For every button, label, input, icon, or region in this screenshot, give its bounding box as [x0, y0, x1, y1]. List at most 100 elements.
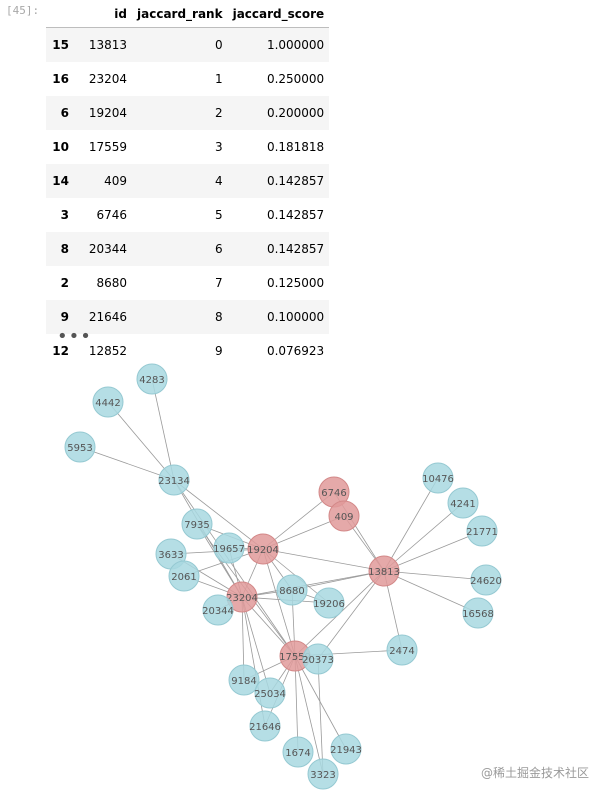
graph-edge [241, 596, 271, 694]
cell-score: 0.250000 [266, 72, 325, 86]
row-index: 10 [52, 140, 69, 154]
node-label: 8680 [279, 586, 304, 597]
watermark: @稀土掘金技术社区 [480, 766, 589, 780]
collapsed-output-ellipsis[interactable]: ••• [57, 326, 92, 347]
node-label: 20373 [302, 655, 334, 666]
node-label: 10476 [422, 474, 454, 485]
network-graph: 4283 4442 5953 23134 7935 3633 2061 19657 19204 2… [64, 363, 502, 790]
node-label: 19206 [313, 599, 345, 610]
node-label: 21771 [466, 527, 498, 538]
cell-id: 23204 [88, 72, 127, 86]
node-circle [276, 574, 308, 606]
node-circle [64, 431, 96, 463]
table-row: 15 13813 0 1.000000 [46, 27, 330, 62]
node-label: 2061 [171, 572, 196, 583]
graph-node: 21943 [330, 733, 362, 765]
node-label: 23204 [226, 593, 258, 604]
node-label: 1674 [285, 748, 310, 759]
table-row: 14 409 4 0.142857 [46, 164, 330, 198]
cell-id: 12852 [88, 344, 127, 358]
node-circle [282, 736, 314, 768]
cell-rank: 1 [214, 72, 223, 86]
cell-id: 19204 [88, 106, 127, 120]
cell-id: 8680 [96, 276, 127, 290]
graph-node: 21646 [249, 710, 281, 742]
table-row: 8 20344 6 0.142857 [46, 232, 330, 266]
node-circle [422, 462, 454, 494]
table-row: 12 12852 9 0.076923 [46, 334, 329, 368]
graph-node: 4283 [136, 363, 168, 395]
row-index: 8 [60, 242, 69, 256]
highlighted-node-circle [368, 555, 400, 587]
node-circle [249, 710, 281, 742]
node-circle [466, 515, 498, 547]
graph-node: 4241 [447, 487, 479, 519]
graph-node: 7935 [181, 508, 213, 540]
node-circle [181, 508, 213, 540]
row-index: 14 [52, 174, 69, 188]
graph-edge [383, 570, 479, 614]
column-header-jaccard-rank: jaccard_rank [132, 0, 228, 28]
graph-node: 19657 [213, 532, 245, 564]
graph-node: 4442 [92, 386, 124, 418]
node-circle [254, 677, 286, 709]
highlighted-node-circle [328, 500, 360, 532]
row-index: 9 [60, 310, 69, 324]
cell-score: 0.181818 [266, 140, 325, 154]
cell-score: 1.000000 [266, 38, 325, 52]
node-circle [213, 532, 245, 564]
graph-node: 8680 [276, 574, 308, 606]
node-circle [228, 664, 260, 696]
cell-rank: 9 [214, 344, 223, 358]
node-circle [158, 464, 190, 496]
graph-edge [241, 596, 266, 727]
graph-node: 20344 [202, 594, 234, 626]
graph-node: 5953 [64, 431, 96, 463]
node-circle [302, 643, 334, 675]
cell-execution-count: [45]: [6, 4, 40, 17]
cell-score: 0.100000 [266, 310, 325, 324]
column-header-id: id [74, 0, 132, 28]
node-circle [447, 487, 479, 519]
graph-node: 24620 [470, 564, 502, 596]
node-label: 23134 [158, 476, 190, 487]
graph-node: 10476 [422, 462, 454, 494]
row-index: 3 [60, 208, 69, 222]
row-index: 12 [52, 344, 69, 358]
cell-rank: 3 [214, 140, 223, 154]
cell-id: 409 [104, 174, 127, 188]
graph-node: 23204 [226, 581, 258, 613]
column-header-index [46, 0, 74, 28]
table-row: 2 8680 7 0.125000 [46, 266, 329, 300]
column-header-jaccard-score: jaccard_score [227, 0, 330, 28]
graph-edge [107, 401, 175, 481]
node-label: 4442 [95, 398, 120, 409]
cell-id: 6746 [96, 208, 127, 222]
graph-edge [291, 570, 385, 591]
node-label: 21646 [249, 722, 281, 733]
node-label: 20344 [202, 606, 234, 617]
graph-edge [151, 378, 175, 481]
highlighted-node-circle [226, 581, 258, 613]
node-circle [136, 363, 168, 395]
node-circle [168, 560, 200, 592]
row-index: 16 [52, 72, 69, 86]
graph-node: 1674 [282, 736, 314, 768]
cell-rank: 2 [214, 106, 223, 120]
node-label: 9184 [231, 676, 256, 687]
graph-edge [383, 502, 464, 572]
graph-edge [383, 477, 439, 572]
table-row: 6 19204 2 0.200000 [46, 96, 330, 130]
node-circle [92, 386, 124, 418]
cell-rank: 4 [214, 174, 223, 188]
cell-id: 17559 [88, 140, 127, 154]
graph-node: 20373 [302, 643, 334, 675]
cell-score: 0.076923 [266, 344, 325, 358]
graph-nodes: 4283 4442 5953 23134 7935 3633 2061 19657 19204 2… [64, 363, 502, 790]
node-circle [202, 594, 234, 626]
node-label: 6746 [321, 488, 346, 499]
graph-edge [173, 479, 264, 550]
node-label: 2474 [389, 646, 414, 657]
graph-node: 19206 [313, 587, 345, 619]
row-index: 6 [60, 106, 69, 120]
